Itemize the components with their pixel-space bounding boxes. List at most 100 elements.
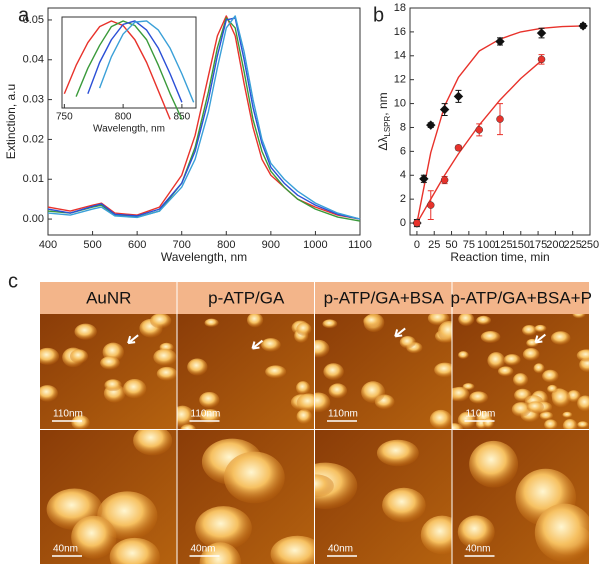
afm-particle: [153, 348, 177, 366]
afm-particle: [204, 318, 219, 328]
y-tick-label: 0.02: [23, 133, 44, 145]
afm-particle: [40, 347, 60, 365]
y-tick-label: 14: [394, 50, 406, 62]
afm-particle: [376, 439, 419, 467]
afm-particle: [71, 415, 90, 429]
afm-particle: [195, 506, 252, 550]
afm-particle: [223, 451, 285, 504]
afm-particle: [296, 322, 312, 336]
afm-particle: [522, 348, 540, 361]
panel-label: b: [373, 4, 384, 26]
afm-particle: [437, 320, 452, 343]
y-axis-label-main: Δλ: [376, 137, 390, 151]
x-tick-label: 200: [546, 239, 564, 251]
afm-image: 40nm: [315, 430, 452, 564]
afm-particle: [315, 462, 358, 509]
scale-bar-label: 40nm: [53, 544, 78, 555]
afm-particle: [513, 373, 529, 387]
afm-content: 110nm: [452, 314, 589, 429]
y-tick-label: 10: [394, 97, 406, 109]
afm-content: 40nm: [40, 430, 177, 564]
x-tick-label: 100: [477, 239, 495, 251]
y-tick-label: 2: [400, 193, 406, 205]
data-point: [413, 219, 421, 227]
afm-particle: [315, 474, 334, 498]
panel-label: c: [8, 270, 18, 292]
data-point: [578, 21, 588, 31]
afm-particle: [480, 331, 501, 343]
y-axis-label: ΔλLSPR, nm: [376, 92, 392, 150]
afm-particle: [544, 419, 558, 429]
afm-particle: [434, 362, 452, 378]
scale-bar-label: 110nm: [191, 409, 221, 420]
afm-particle: [487, 352, 506, 370]
arrow: [127, 334, 139, 345]
afm-particle: [74, 323, 97, 340]
x-tick-label: 500: [83, 239, 101, 251]
afm-particle: [199, 409, 221, 424]
afm-particle: [550, 331, 571, 345]
afm-content: 110nm: [40, 314, 177, 429]
column-title: p-ATP/GA: [208, 288, 285, 307]
y-tick-label: 4: [400, 169, 406, 181]
afm-particle: [469, 440, 519, 488]
afm-particle: [328, 383, 348, 399]
afm-particle: [511, 402, 531, 417]
afm-particle: [458, 351, 469, 360]
afm-particle: [199, 542, 242, 564]
afm-particle: [469, 391, 488, 404]
panel-label: a: [18, 4, 30, 26]
afm-particle: [315, 339, 330, 358]
x-tick-label: 75: [463, 239, 475, 251]
afm-image: 40nm: [177, 430, 314, 564]
scale-bar-label: 110nm: [53, 409, 83, 420]
scale-bar-label: 110nm: [466, 409, 496, 420]
x-tick-label: 600: [128, 239, 146, 251]
afm-particle: [542, 369, 559, 383]
afm-particle: [399, 335, 416, 349]
afm-particle: [265, 365, 287, 379]
afm-particle: [323, 363, 344, 381]
data-point: [454, 144, 463, 152]
afm-particle: [457, 411, 476, 429]
afm-particle: [572, 314, 586, 319]
column-header: [40, 282, 177, 314]
afm-image: 110nm: [177, 314, 314, 429]
spectrum-line: [47, 17, 361, 222]
spectrum-line: [98, 20, 195, 103]
x-axis-label: Wavelength, nm: [93, 124, 165, 135]
scale-bar-label: 40nm: [191, 544, 216, 555]
afm-content: 110nm: [177, 314, 314, 429]
y-axis-label-sub: LSPR: [383, 115, 392, 136]
afm-particle: [547, 384, 558, 394]
y-axis-label-unit: , nm: [376, 92, 390, 115]
afm-particle: [539, 411, 554, 421]
y-tick-label: 16: [394, 26, 406, 38]
afm-particle: [315, 392, 331, 413]
y-tick-label: 8: [400, 121, 406, 133]
data-point: [425, 120, 436, 130]
afm-particle: [497, 366, 514, 377]
afm-particle: [577, 395, 589, 412]
x-axis-label: Wavelength, nm: [161, 250, 247, 264]
scale-bar-label: 110nm: [328, 409, 358, 420]
fit-curve: [416, 25, 584, 224]
afm-particle: [522, 325, 537, 336]
afm-particle: [123, 379, 147, 399]
data-point: [453, 91, 464, 102]
plot-frame: [47, 7, 361, 236]
data-point: [536, 28, 547, 38]
y-axis-label: Extinction, a.u: [4, 84, 18, 159]
afm-particle: [533, 363, 545, 374]
afm-particle: [562, 411, 573, 418]
data-point: [475, 126, 483, 134]
afm-particle: [133, 430, 173, 456]
spectrum-line: [47, 17, 361, 220]
column-header: [452, 282, 589, 314]
afm-particle: [534, 503, 589, 562]
column-title: p-ATP/GA+BSA+P: [451, 288, 592, 307]
afm-particle: [363, 314, 382, 328]
y-tick-label: 0: [400, 217, 406, 229]
afm-particle: [551, 389, 571, 408]
x-tick-label: 150: [512, 239, 530, 251]
